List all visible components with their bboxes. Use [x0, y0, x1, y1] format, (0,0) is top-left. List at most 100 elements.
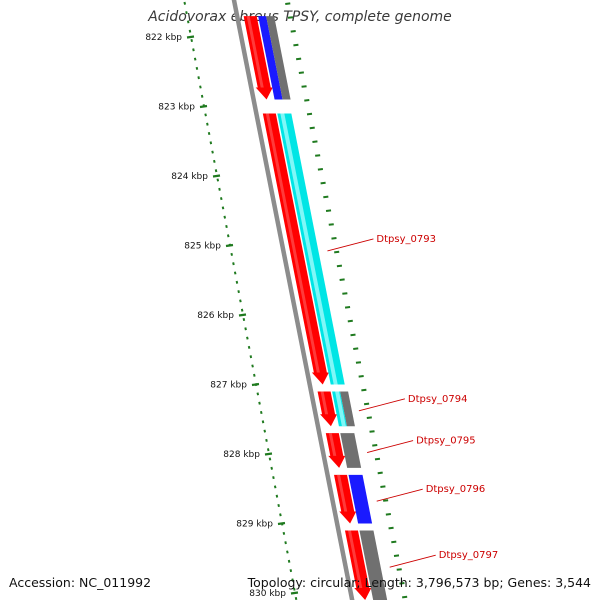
outer-tick [380, 485, 386, 488]
minor-tick [192, 48, 195, 52]
minor-tick [282, 531, 286, 535]
minor-tick [293, 587, 296, 591]
outer-tick [374, 457, 381, 461]
outer-tick [339, 278, 345, 281]
gene-label: Dtpsy_0795 [416, 436, 476, 447]
outer-tick [347, 319, 353, 323]
minor-tick [185, 11, 188, 15]
minor-tick [260, 410, 263, 415]
minor-tick [232, 262, 235, 266]
major-tick [186, 35, 195, 39]
minor-tick [253, 373, 256, 377]
gene-leader-line [358, 398, 406, 412]
outer-tick [366, 416, 372, 419]
minor-tick [266, 448, 270, 452]
minor-tick [237, 290, 240, 294]
outer-tick [372, 444, 378, 447]
minor-tick [233, 271, 237, 275]
outer-tick [388, 526, 394, 530]
tick-label: 826 kbp [197, 311, 234, 321]
outer-tick [312, 140, 318, 143]
cds-highlight [246, 16, 264, 88]
minor-tick [220, 197, 223, 201]
outer-tick [399, 582, 405, 585]
outer-tick [323, 195, 329, 199]
minor-tick [199, 85, 202, 89]
outer-tick [350, 333, 356, 337]
outer-tick [285, 2, 291, 5]
minor-tick [268, 457, 272, 461]
gene-leader-line [367, 440, 414, 453]
minor-tick [289, 569, 293, 573]
outer-tick [353, 347, 359, 350]
minor-tick [188, 29, 192, 33]
minor-tick [249, 355, 253, 359]
outer-tick [309, 126, 315, 130]
tick-label: 825 kbp [184, 242, 221, 252]
outer-tick [315, 154, 321, 157]
outer-tick [306, 112, 313, 116]
minor-tick [193, 57, 197, 61]
cds-highlight [265, 113, 320, 373]
outer-tick [290, 30, 296, 33]
map-title: Acidovorax ebreus TPSY, complete genome [148, 9, 452, 25]
minor-tick [256, 392, 260, 396]
minor-tick [275, 494, 279, 498]
cds-highlight [320, 391, 329, 415]
minor-tick [225, 224, 228, 229]
accession-text: Accession: NC_011992 [9, 575, 152, 590]
outer-tick [320, 181, 326, 185]
minor-tick [214, 169, 218, 173]
tick-label: 823 kbp [158, 103, 195, 113]
minor-tick [251, 364, 254, 368]
minor-tick [213, 159, 216, 163]
tick-label: 830 kbp [249, 589, 286, 599]
major-tick [199, 104, 208, 109]
outer-tick [301, 85, 307, 88]
minor-tick [291, 578, 294, 582]
minor-tick [261, 420, 265, 424]
cds-highlight [337, 474, 348, 512]
minor-tick [242, 317, 246, 322]
minor-tick [273, 485, 277, 489]
minor-tick [204, 113, 207, 117]
outer-tick [344, 306, 351, 309]
gene-leader-line [327, 238, 374, 252]
outer-tick [369, 430, 375, 433]
major-tick [290, 591, 299, 595]
gene-label: Dtpsy_0797 [439, 550, 499, 561]
minor-tick [263, 429, 267, 433]
outer-tick [317, 168, 324, 171]
minor-tick [286, 550, 289, 554]
minor-tick [235, 280, 239, 284]
tick-label: 828 kbp [223, 450, 260, 460]
minor-tick [240, 308, 244, 312]
minor-tick [244, 327, 247, 331]
outer-tick [393, 554, 400, 557]
minor-tick [294, 596, 298, 600]
outer-tick [361, 388, 367, 392]
outer-tick [363, 402, 370, 406]
blast-hit-band [266, 16, 291, 100]
outer-tick [287, 16, 294, 19]
minor-tick [183, 1, 187, 5]
outer-tick [298, 71, 304, 74]
cds-highlight [347, 530, 363, 588]
tick-label: 824 kbp [171, 172, 208, 182]
minor-tick [223, 215, 227, 219]
outer-tick [342, 292, 348, 295]
minor-tick [216, 178, 220, 182]
cds-highlight [328, 433, 337, 456]
minor-tick [247, 345, 251, 349]
minor-tick [226, 234, 230, 238]
outer-tick [377, 471, 383, 475]
gene-label: Dtpsy_0796 [426, 484, 486, 495]
major-tick [225, 243, 234, 248]
minor-tick [270, 466, 273, 470]
major-tick [212, 174, 221, 178]
minor-tick [287, 559, 291, 563]
outer-tick [396, 568, 402, 571]
outer-tick [385, 513, 391, 516]
